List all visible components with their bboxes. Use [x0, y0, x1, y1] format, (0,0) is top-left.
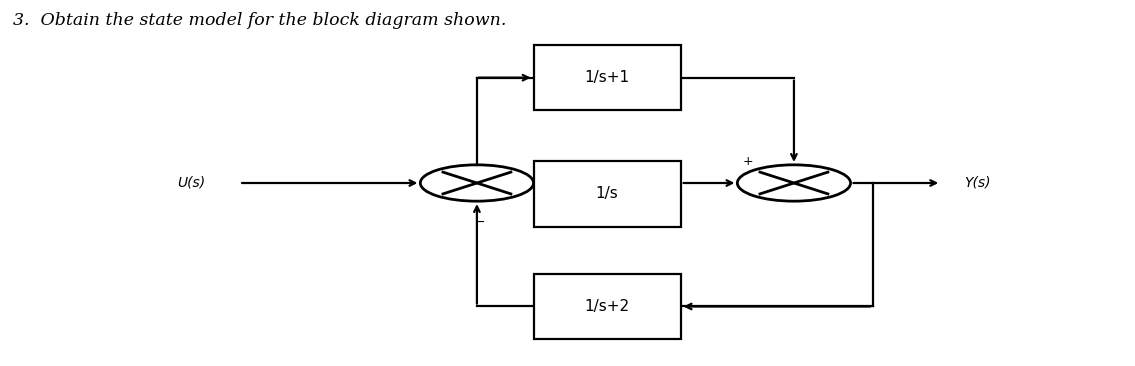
- Text: 3.  Obtain the state model for the block diagram shown.: 3. Obtain the state model for the block …: [12, 12, 506, 29]
- Text: 1/s: 1/s: [596, 186, 619, 201]
- Text: U(s): U(s): [177, 176, 205, 190]
- Text: +: +: [743, 156, 754, 168]
- Bar: [533, 161, 681, 227]
- Bar: [533, 45, 681, 111]
- Text: 1/s+1: 1/s+1: [585, 70, 630, 85]
- Text: 1/s+2: 1/s+2: [585, 299, 630, 314]
- Text: −: −: [476, 216, 486, 229]
- Text: Y(s): Y(s): [964, 176, 990, 190]
- Bar: [533, 274, 681, 339]
